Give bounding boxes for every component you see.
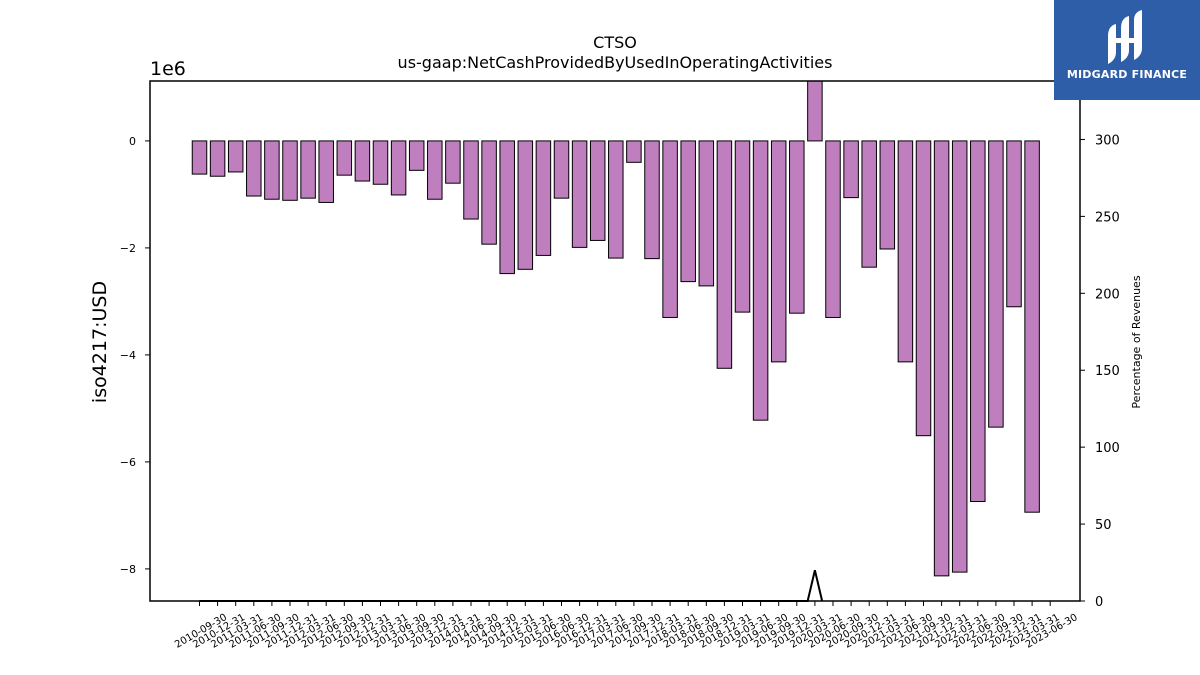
bar <box>209 140 226 177</box>
bar <box>318 140 334 203</box>
bars-layer <box>191 80 1040 577</box>
bar <box>897 140 914 363</box>
bar <box>861 140 877 268</box>
percentage-of-revenues-line <box>199 570 824 602</box>
bar <box>372 140 389 185</box>
y2-tick-label: 250 <box>1095 210 1120 225</box>
y2-tick-label: 0 <box>1095 595 1103 610</box>
y2-tick-label: 150 <box>1095 364 1120 379</box>
bar <box>988 140 1004 428</box>
y2-axis-label: Percentage of Revenues <box>1130 275 1143 408</box>
bar <box>626 140 642 163</box>
bar <box>571 140 588 248</box>
bar <box>680 140 696 283</box>
bar <box>662 140 678 318</box>
bar <box>445 140 461 184</box>
plot-frame <box>149 80 1081 602</box>
midgard-logo-icon <box>1108 10 1142 64</box>
bar <box>789 140 805 314</box>
bar <box>915 140 932 437</box>
bar <box>770 140 787 363</box>
bar <box>752 140 769 421</box>
bar <box>481 140 497 245</box>
bar <box>264 140 280 200</box>
bar <box>191 140 208 175</box>
bar <box>608 140 624 259</box>
bar <box>734 140 751 313</box>
chart-subtitle: us-gaap:NetCashProvidedByUsedInOperating… <box>398 53 833 72</box>
bar <box>970 140 986 502</box>
bar <box>843 140 859 199</box>
bar <box>499 140 515 275</box>
bar <box>879 140 896 250</box>
bar <box>716 140 733 369</box>
bar <box>227 140 244 173</box>
bar <box>535 140 552 256</box>
y2-tick-label: 300 <box>1095 133 1120 148</box>
bar <box>336 140 353 176</box>
bar <box>300 140 316 199</box>
x-axis-ticks: 2010-09-302010-12-312011-03-312011-06-30… <box>173 601 1080 651</box>
y2-tick-label: 100 <box>1095 441 1120 456</box>
y-axis-ticks: −8 −6 −4 −2 0 <box>120 135 150 576</box>
bar <box>698 140 715 287</box>
bar <box>354 140 371 182</box>
bar <box>1006 140 1022 308</box>
y-tick-label: −4 <box>120 349 136 362</box>
y2-tick-label: 200 <box>1095 287 1120 302</box>
chart-title: CTSO <box>593 33 637 52</box>
y-axis-label: iso4217:USD <box>89 281 111 403</box>
midgard-finance-logo: MIDGARD FINANCE <box>1054 0 1200 100</box>
y-tick-label: 0 <box>129 135 136 148</box>
y-tick-label: −8 <box>120 563 136 576</box>
bar <box>390 140 407 196</box>
bar <box>408 140 425 171</box>
bar <box>951 140 968 573</box>
y2-tick-label: 50 <box>1095 518 1112 533</box>
bar <box>933 140 950 577</box>
bar <box>463 140 479 220</box>
bar <box>427 140 443 200</box>
y-axis-offset-label: 1e6 <box>150 58 186 80</box>
bar <box>282 140 298 201</box>
bar <box>246 140 262 197</box>
bar <box>589 140 606 241</box>
bar <box>807 80 823 142</box>
bar <box>825 140 841 318</box>
y2-axis-ticks: 0 50 100 150 200 250 300 <box>1080 133 1120 610</box>
y-tick-label: −6 <box>120 456 136 469</box>
bar <box>644 140 660 260</box>
y-tick-label: −2 <box>120 242 136 255</box>
bar <box>517 140 534 270</box>
bar <box>1024 140 1040 513</box>
brand-name: MIDGARD FINANCE <box>1066 68 1188 81</box>
bar <box>553 140 570 199</box>
